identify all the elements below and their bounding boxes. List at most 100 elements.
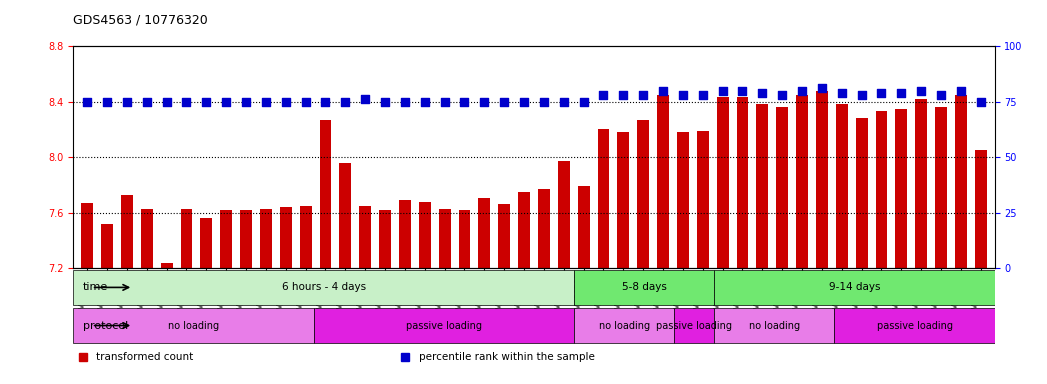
Point [893,90,910,96]
Point [476,99,493,105]
Point [456,99,473,105]
Bar [716,98,729,268]
Bar [498,204,510,268]
Bar [638,120,649,268]
FancyBboxPatch shape [73,308,314,343]
Bar [538,189,550,268]
Bar [299,206,312,268]
Bar [518,192,530,268]
Bar [419,202,430,268]
Point [118,99,135,105]
Point [317,99,334,105]
Bar [379,210,391,268]
Bar [756,104,768,268]
Bar [736,98,749,268]
Bar [160,263,173,268]
Bar [658,95,669,268]
Bar [260,209,272,268]
Bar [796,95,808,268]
Point [913,88,930,94]
Bar [439,209,450,268]
Bar [578,186,589,268]
Bar [915,99,928,268]
Text: protocol: protocol [83,321,128,331]
FancyBboxPatch shape [314,308,574,343]
Point [595,92,611,98]
Point [218,99,235,105]
Bar [339,163,352,268]
Bar [618,132,629,268]
Point [853,92,870,98]
Bar [121,195,133,268]
Point [496,99,513,105]
Point [873,90,890,96]
Bar [677,132,689,268]
Bar [598,129,609,268]
Text: no loading: no loading [749,321,800,331]
Bar [955,95,966,268]
Point [634,92,651,98]
Point [377,99,394,105]
Bar [895,109,908,268]
Point [973,99,989,105]
Point [774,92,790,98]
FancyBboxPatch shape [674,308,714,343]
Point [714,88,731,94]
Bar [558,161,570,268]
Text: GDS4563 / 10776320: GDS4563 / 10776320 [73,14,208,27]
Point [933,92,950,98]
Bar [220,210,232,268]
Point [198,99,215,105]
Point [794,88,810,94]
FancyBboxPatch shape [73,270,574,305]
Point [79,99,95,105]
Point [277,99,294,105]
Point [674,92,691,98]
Bar [478,197,490,268]
FancyBboxPatch shape [834,308,995,343]
Bar [280,207,292,268]
Bar [180,209,193,268]
Point [654,88,671,94]
Point [535,99,552,105]
Bar [140,209,153,268]
Bar [82,203,93,268]
Point [555,99,572,105]
Text: 6 hours - 4 days: 6 hours - 4 days [282,282,365,292]
Point [417,99,433,105]
Point [297,99,314,105]
Point [615,92,631,98]
Point [575,99,592,105]
Bar [836,104,848,268]
Point [814,85,830,91]
Point [397,99,414,105]
Text: passive loading: passive loading [656,321,732,331]
Bar [359,206,371,268]
Text: no loading: no loading [599,321,650,331]
Bar [319,120,332,268]
Bar [102,224,113,268]
Text: no loading: no loading [168,321,219,331]
Point [258,99,274,105]
Bar [459,210,470,268]
Bar [975,150,986,268]
Point [694,92,711,98]
Text: passive loading: passive loading [406,321,482,331]
Point [98,99,115,105]
Bar [816,91,828,268]
Text: transformed count: transformed count [96,352,194,362]
Point [516,99,533,105]
Bar [776,107,788,268]
Text: 9-14 days: 9-14 days [828,282,881,292]
Point [953,88,970,94]
FancyBboxPatch shape [574,308,674,343]
FancyBboxPatch shape [714,308,834,343]
Point [357,96,374,103]
Bar [935,107,946,268]
Bar [855,118,868,268]
Text: passive loading: passive loading [876,321,953,331]
FancyBboxPatch shape [714,270,995,305]
Point [337,99,354,105]
Point [138,99,155,105]
Bar [875,111,888,268]
